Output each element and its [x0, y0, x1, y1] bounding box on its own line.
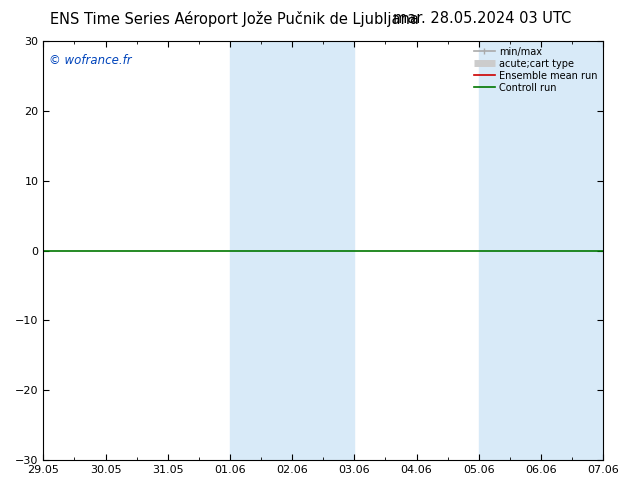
Text: mar. 28.05.2024 03 UTC: mar. 28.05.2024 03 UTC [392, 11, 571, 26]
Legend: min/max, acute;cart type, Ensemble mean run, Controll run: min/max, acute;cart type, Ensemble mean … [470, 43, 601, 97]
Text: © wofrance.fr: © wofrance.fr [49, 53, 132, 67]
Bar [230, 41, 354, 460]
Text: ENS Time Series Aéroport Jože Pučnik de Ljubljana: ENS Time Series Aéroport Jože Pučnik de … [50, 11, 419, 27]
Bar [479, 41, 603, 460]
